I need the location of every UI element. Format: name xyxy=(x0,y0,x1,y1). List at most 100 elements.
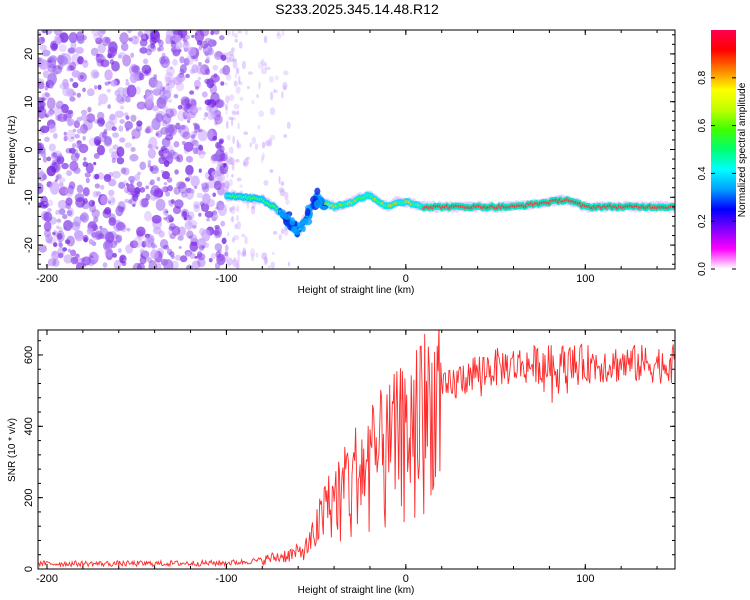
heatmap-cell xyxy=(214,262,221,269)
heatmap-cell xyxy=(116,93,127,104)
heatmap-cell xyxy=(75,197,86,208)
heatmap-cell xyxy=(93,32,102,41)
heatmap-cell xyxy=(211,170,219,178)
snr-x-tick-label: -200 xyxy=(36,573,58,585)
snr-panel: -200 -100 0 100 0 200 400 600 Height of straigh… xyxy=(7,329,676,596)
heatmap-cell xyxy=(71,70,81,78)
heatmap-cell xyxy=(219,67,226,75)
heatmap-cell xyxy=(41,30,48,34)
heatmap-cell xyxy=(190,234,198,243)
heatmap-cell xyxy=(120,42,129,52)
heatmap-cell xyxy=(136,226,146,237)
heatmap-cell xyxy=(139,187,146,193)
heatmap-cell xyxy=(189,90,195,95)
heatmap-cell xyxy=(197,257,206,268)
heatmap-cell xyxy=(82,136,86,141)
heatmap-cell xyxy=(60,103,69,114)
heatmap-cell xyxy=(52,151,58,158)
heatmap-cell xyxy=(54,156,62,162)
heatmap-cell xyxy=(82,234,89,243)
heatmap-cell xyxy=(218,255,225,262)
heatmap-cell xyxy=(133,39,138,45)
spectrogram-x-axis-label: Height of straight line (km) xyxy=(298,285,415,296)
heatmap-cell xyxy=(227,232,230,237)
heatmap-cell xyxy=(57,105,61,110)
heatmap-cell xyxy=(93,161,97,166)
heatmap-cell xyxy=(144,92,154,105)
heatmap-cell xyxy=(58,55,69,67)
heatmap-cell xyxy=(139,198,148,208)
heatmap-cell xyxy=(82,119,93,131)
heatmap-cell xyxy=(208,257,213,263)
heatmap-cell xyxy=(249,142,252,148)
heatmap-cell xyxy=(38,168,44,176)
heatmap-cell xyxy=(233,234,240,241)
heatmap-cell xyxy=(55,209,60,215)
heatmap-cell xyxy=(198,47,202,51)
heatmap-cell xyxy=(38,31,42,37)
heatmap-cell xyxy=(221,237,227,245)
heatmap-cell xyxy=(58,252,64,259)
heatmap-cell xyxy=(236,110,240,115)
heatmap-cell xyxy=(51,42,58,50)
heatmap-cell xyxy=(160,126,169,135)
heatmap-cell xyxy=(225,244,228,252)
heatmap-cell xyxy=(71,143,76,149)
heatmap-cell xyxy=(261,155,264,164)
heatmap-cell xyxy=(97,101,102,107)
heatmap-cell xyxy=(250,253,255,262)
heatmap-cell xyxy=(186,230,194,239)
heatmap-cell xyxy=(227,70,230,77)
heatmap-cell xyxy=(290,225,298,233)
heatmap-cell xyxy=(197,76,202,81)
heatmap-cell xyxy=(100,195,108,205)
heatmap-cell xyxy=(231,30,235,37)
heatmap-cell xyxy=(149,179,155,186)
heatmap-cell xyxy=(110,79,118,87)
heatmap-cell xyxy=(225,82,228,86)
heatmap-cell xyxy=(244,236,248,245)
heatmap-cell xyxy=(212,192,217,198)
heatmap-cell xyxy=(93,85,98,90)
colorbar-tick-label: 0.8 xyxy=(697,70,708,84)
heatmap-cell xyxy=(43,221,52,232)
heatmap-cell xyxy=(51,152,56,157)
heatmap-cell xyxy=(67,118,75,126)
heatmap-cell xyxy=(236,262,239,269)
heatmap-cell xyxy=(139,47,148,54)
heatmap-cell xyxy=(225,163,229,172)
heatmap-cell xyxy=(114,110,124,118)
heatmap-cell xyxy=(183,141,194,152)
heatmap-cell xyxy=(222,64,231,76)
heatmap-cell xyxy=(126,227,131,232)
heatmap-cell xyxy=(186,251,191,257)
colorbar-tick-label: 0.0 xyxy=(697,262,708,276)
snr-y-tick-label: 200 xyxy=(23,488,35,506)
heatmap-cell xyxy=(104,81,110,86)
heatmap-cell xyxy=(257,124,261,130)
heatmap-cell xyxy=(220,81,225,86)
heatmap-cell xyxy=(170,41,177,49)
heatmap-cell xyxy=(136,120,143,127)
heatmap-cell xyxy=(108,114,118,126)
heatmap-cell xyxy=(213,180,222,191)
heatmap-cell xyxy=(155,146,159,150)
heatmap-cell xyxy=(110,197,116,203)
heatmap-cell xyxy=(281,30,285,37)
heatmap-cell xyxy=(163,208,169,216)
heatmap-cell xyxy=(183,217,188,221)
colorbar-label: Normalized spectral amplitude xyxy=(737,82,748,217)
heatmap-cell xyxy=(204,111,208,118)
heatmap-cell xyxy=(117,248,122,253)
heatmap-cell xyxy=(232,60,238,69)
heatmap-cell xyxy=(162,113,172,125)
heatmap-cell xyxy=(102,262,108,268)
heatmap-cell xyxy=(112,252,117,258)
heatmap-cell xyxy=(189,241,199,252)
heatmap-cell xyxy=(270,91,274,101)
heatmap-cell xyxy=(166,86,173,93)
heatmap-cell xyxy=(76,128,83,134)
heatmap-cell xyxy=(103,174,112,182)
heatmap-cell xyxy=(224,52,230,56)
heatmap-cell xyxy=(42,174,47,181)
